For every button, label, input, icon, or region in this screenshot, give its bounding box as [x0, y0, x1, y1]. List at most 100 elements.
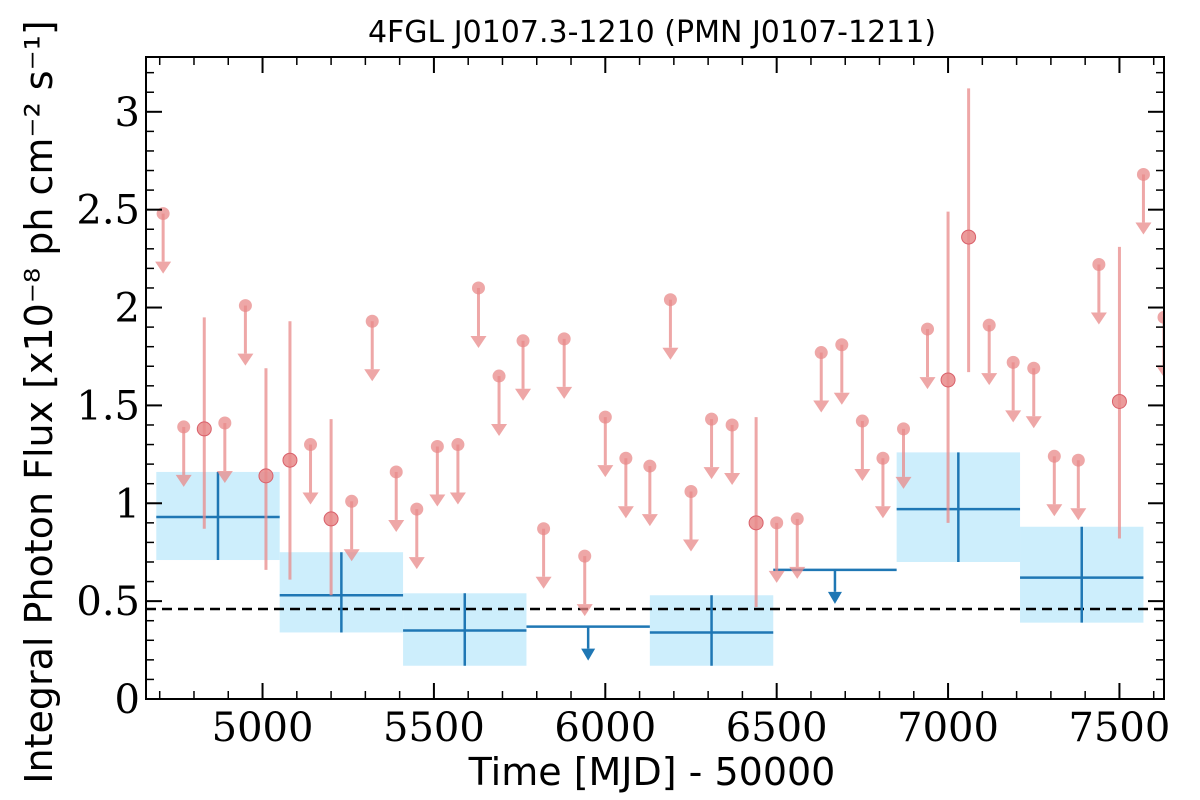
short-bin-point-20: [578, 549, 592, 563]
short-bin-upper-limit-arrow-31: [813, 400, 830, 413]
short-bin-point-18: [537, 522, 551, 536]
short-bin-upper-limit-arrow-32: [833, 392, 850, 405]
y-tick-label-5: 2.5: [76, 188, 140, 234]
short-bin-point-22: [619, 451, 633, 465]
short-bin-upper-limit-arrow-35: [895, 476, 912, 489]
short-bin-point-45: [1111, 393, 1127, 409]
short-bin-upper-limit-arrow-12: [408, 557, 425, 570]
short-bin-upper-limit-arrow-24: [662, 347, 679, 360]
short-bin-upper-limit-arrow-33: [854, 469, 871, 482]
x-tick-label-2: 6000: [554, 705, 656, 751]
short-bin-upper-limit-arrow-4: [237, 353, 254, 366]
short-bin-upper-limit-arrow-0: [155, 261, 172, 274]
short-bin-point-28: [748, 515, 764, 531]
short-bin-point-24: [663, 293, 677, 307]
chart-title: 4FGL J0107.3-1210 (PMN J0107-1211): [368, 15, 936, 50]
short-bin-upper-limit-arrow-34: [874, 506, 891, 519]
short-bin-point-10: [365, 314, 379, 328]
short-bin-point-11: [389, 465, 403, 479]
short-bin-point-5: [258, 468, 274, 484]
short-bin-upper-limit-arrow-18: [535, 576, 552, 589]
short-bin-point-31: [814, 346, 828, 360]
x-tick-label-4: 7000: [897, 705, 999, 751]
short-bin-upper-limit-arrow-3: [216, 471, 233, 484]
short-bin-upper-limit-arrow-47: [1156, 365, 1164, 378]
short-bin-point-6: [282, 452, 298, 468]
short-bin-upper-limit-arrow-44: [1090, 312, 1107, 325]
short-bin-upper-limit-arrow-29: [768, 570, 785, 583]
short-bin-upper-limit-arrow-39: [981, 373, 998, 386]
short-bin-point-46: [1136, 167, 1150, 181]
x-tick-label-1: 5500: [383, 705, 485, 751]
y-tick-label-6: 3: [115, 90, 140, 136]
long-bin-upper-limit-arrow-5: [827, 591, 842, 604]
short-bin-upper-limit-arrow-46: [1135, 222, 1152, 235]
short-bin-point-37: [940, 372, 956, 388]
short-bin-point-40: [1006, 355, 1020, 369]
short-bin-point-14: [451, 438, 465, 452]
short-bin-point-12: [410, 502, 424, 516]
short-bin-upper-limit-arrow-11: [388, 519, 405, 532]
short-bin-point-3: [218, 416, 232, 430]
short-bin-point-23: [643, 459, 657, 473]
short-bin-point-25: [684, 485, 698, 499]
short-bin-upper-limit-arrow-36: [919, 377, 936, 390]
short-bin-upper-limit-arrow-19: [556, 386, 573, 399]
short-bin-point-38: [961, 229, 977, 245]
short-bin-upper-limit-arrow-1: [175, 474, 192, 487]
short-bin-upper-limit-arrow-27: [724, 472, 741, 485]
short-bin-point-34: [876, 451, 890, 465]
short-bin-upper-limit-arrow-40: [1005, 410, 1022, 423]
short-bin-point-39: [982, 318, 996, 332]
short-bin-series: [155, 88, 1164, 617]
short-bin-point-15: [471, 281, 485, 295]
short-bin-upper-limit-arrow-21: [597, 465, 614, 478]
short-bin-upper-limit-arrow-43: [1070, 508, 1087, 521]
short-bin-point-41: [1027, 361, 1041, 375]
short-bin-upper-limit-arrow-17: [515, 388, 532, 401]
short-bin-point-33: [855, 414, 869, 428]
y-tick-label-4: 2: [115, 286, 140, 332]
short-bin-upper-limit-arrow-22: [617, 506, 634, 519]
axes: 5000 5500 6000 6500 7000 7500 0 0.5 1 1.5 2 2.5 3: [76, 56, 1171, 751]
short-bin-upper-limit-arrow-7: [302, 492, 319, 505]
short-bin-point-21: [598, 410, 612, 424]
short-bin-point-32: [835, 338, 849, 352]
short-bin-upper-limit-arrow-9: [343, 549, 360, 562]
y-tick-label-2: 1: [115, 481, 140, 527]
short-bin-point-44: [1092, 257, 1106, 271]
short-bin-point-26: [705, 412, 719, 426]
y-tick-label-1: 0.5: [76, 579, 140, 625]
short-bin-point-43: [1071, 453, 1085, 467]
short-bin-point-30: [790, 512, 804, 526]
long-bin-upper-limit-arrow-3: [581, 648, 596, 661]
short-bin-point-9: [345, 494, 359, 508]
short-bin-point-36: [920, 322, 934, 336]
short-bin-upper-limit-arrow-25: [682, 539, 699, 552]
short-bin-upper-limit-arrow-16: [491, 424, 508, 437]
short-bin-upper-limit-arrow-30: [789, 566, 806, 579]
long-bin-series: [156, 452, 1144, 666]
short-bin-upper-limit-arrow-26: [703, 467, 720, 480]
y-tick-label-0: 0: [115, 677, 140, 723]
short-bin-upper-limit-arrow-14: [449, 492, 466, 505]
short-bin-upper-limit-arrow-20: [576, 604, 593, 617]
short-bin-upper-limit-arrow-15: [470, 335, 487, 348]
short-bin-point-1: [177, 420, 191, 434]
short-bin-point-35: [897, 422, 911, 436]
short-bin-point-16: [492, 369, 506, 383]
x-tick-label-5: 7500: [1069, 705, 1171, 751]
x-axis-title: Time [MJD] - 50000: [468, 750, 836, 794]
short-bin-point-4: [238, 299, 252, 313]
short-bin-point-27: [725, 418, 739, 432]
short-bin-point-7: [304, 438, 318, 452]
short-bin-point-19: [557, 332, 571, 346]
plot-frame: [145, 56, 1165, 700]
short-bin-point-47: [1157, 310, 1164, 324]
short-bin-upper-limit-arrow-13: [429, 494, 446, 507]
short-bin-point-13: [430, 440, 444, 454]
short-bin-upper-limit-arrow-41: [1025, 416, 1042, 429]
short-bin-point-2: [196, 421, 212, 437]
short-bin-upper-limit-arrow-42: [1046, 504, 1063, 517]
